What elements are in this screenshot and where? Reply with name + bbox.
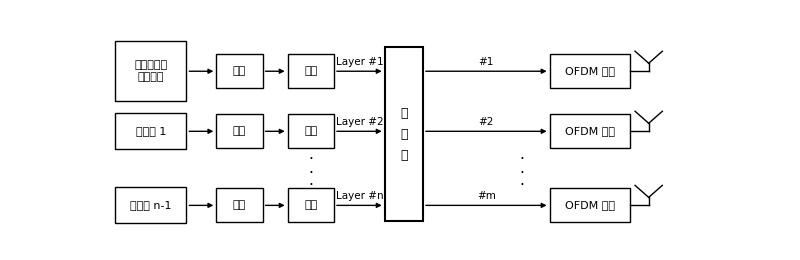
Text: Layer #1: Layer #1 — [335, 57, 383, 67]
Bar — [550, 188, 630, 222]
Text: .: . — [519, 173, 524, 188]
Text: 编码: 编码 — [233, 126, 246, 136]
Bar — [216, 54, 262, 88]
Text: Layer #n: Layer #n — [335, 191, 383, 201]
Text: .: . — [519, 147, 524, 162]
Text: .: . — [519, 161, 524, 176]
Text: 编码: 编码 — [233, 200, 246, 210]
Text: #1: #1 — [478, 57, 494, 67]
Bar — [115, 41, 186, 101]
Text: 数据包 1: 数据包 1 — [136, 126, 166, 136]
Bar — [115, 187, 186, 223]
Bar — [287, 114, 334, 148]
Bar — [550, 54, 630, 88]
Bar — [216, 114, 262, 148]
Text: 调制: 调制 — [304, 126, 318, 136]
Text: OFDM 调制: OFDM 调制 — [565, 66, 614, 76]
Text: 调制: 调制 — [304, 200, 318, 210]
Bar — [385, 47, 423, 222]
Text: .: . — [308, 173, 314, 188]
Text: #m: #m — [477, 191, 496, 201]
Text: #2: #2 — [478, 117, 494, 127]
Bar — [550, 114, 630, 148]
Text: OFDM 调制: OFDM 调制 — [565, 126, 614, 136]
Text: .: . — [308, 147, 314, 162]
Bar — [287, 54, 334, 88]
Bar — [216, 188, 262, 222]
Text: 数据包 n-1: 数据包 n-1 — [130, 200, 171, 210]
Text: Layer #2: Layer #2 — [335, 117, 383, 127]
Bar — [287, 188, 334, 222]
Bar — [115, 113, 186, 149]
Text: .: . — [308, 161, 314, 176]
Text: OFDM 调制: OFDM 调制 — [565, 200, 614, 210]
Text: 调制: 调制 — [304, 66, 318, 76]
Text: 编码: 编码 — [233, 66, 246, 76]
Text: 预
编
码: 预 编 码 — [400, 107, 407, 162]
Text: 专用控制信
道的信息: 专用控制信 道的信息 — [134, 60, 167, 82]
